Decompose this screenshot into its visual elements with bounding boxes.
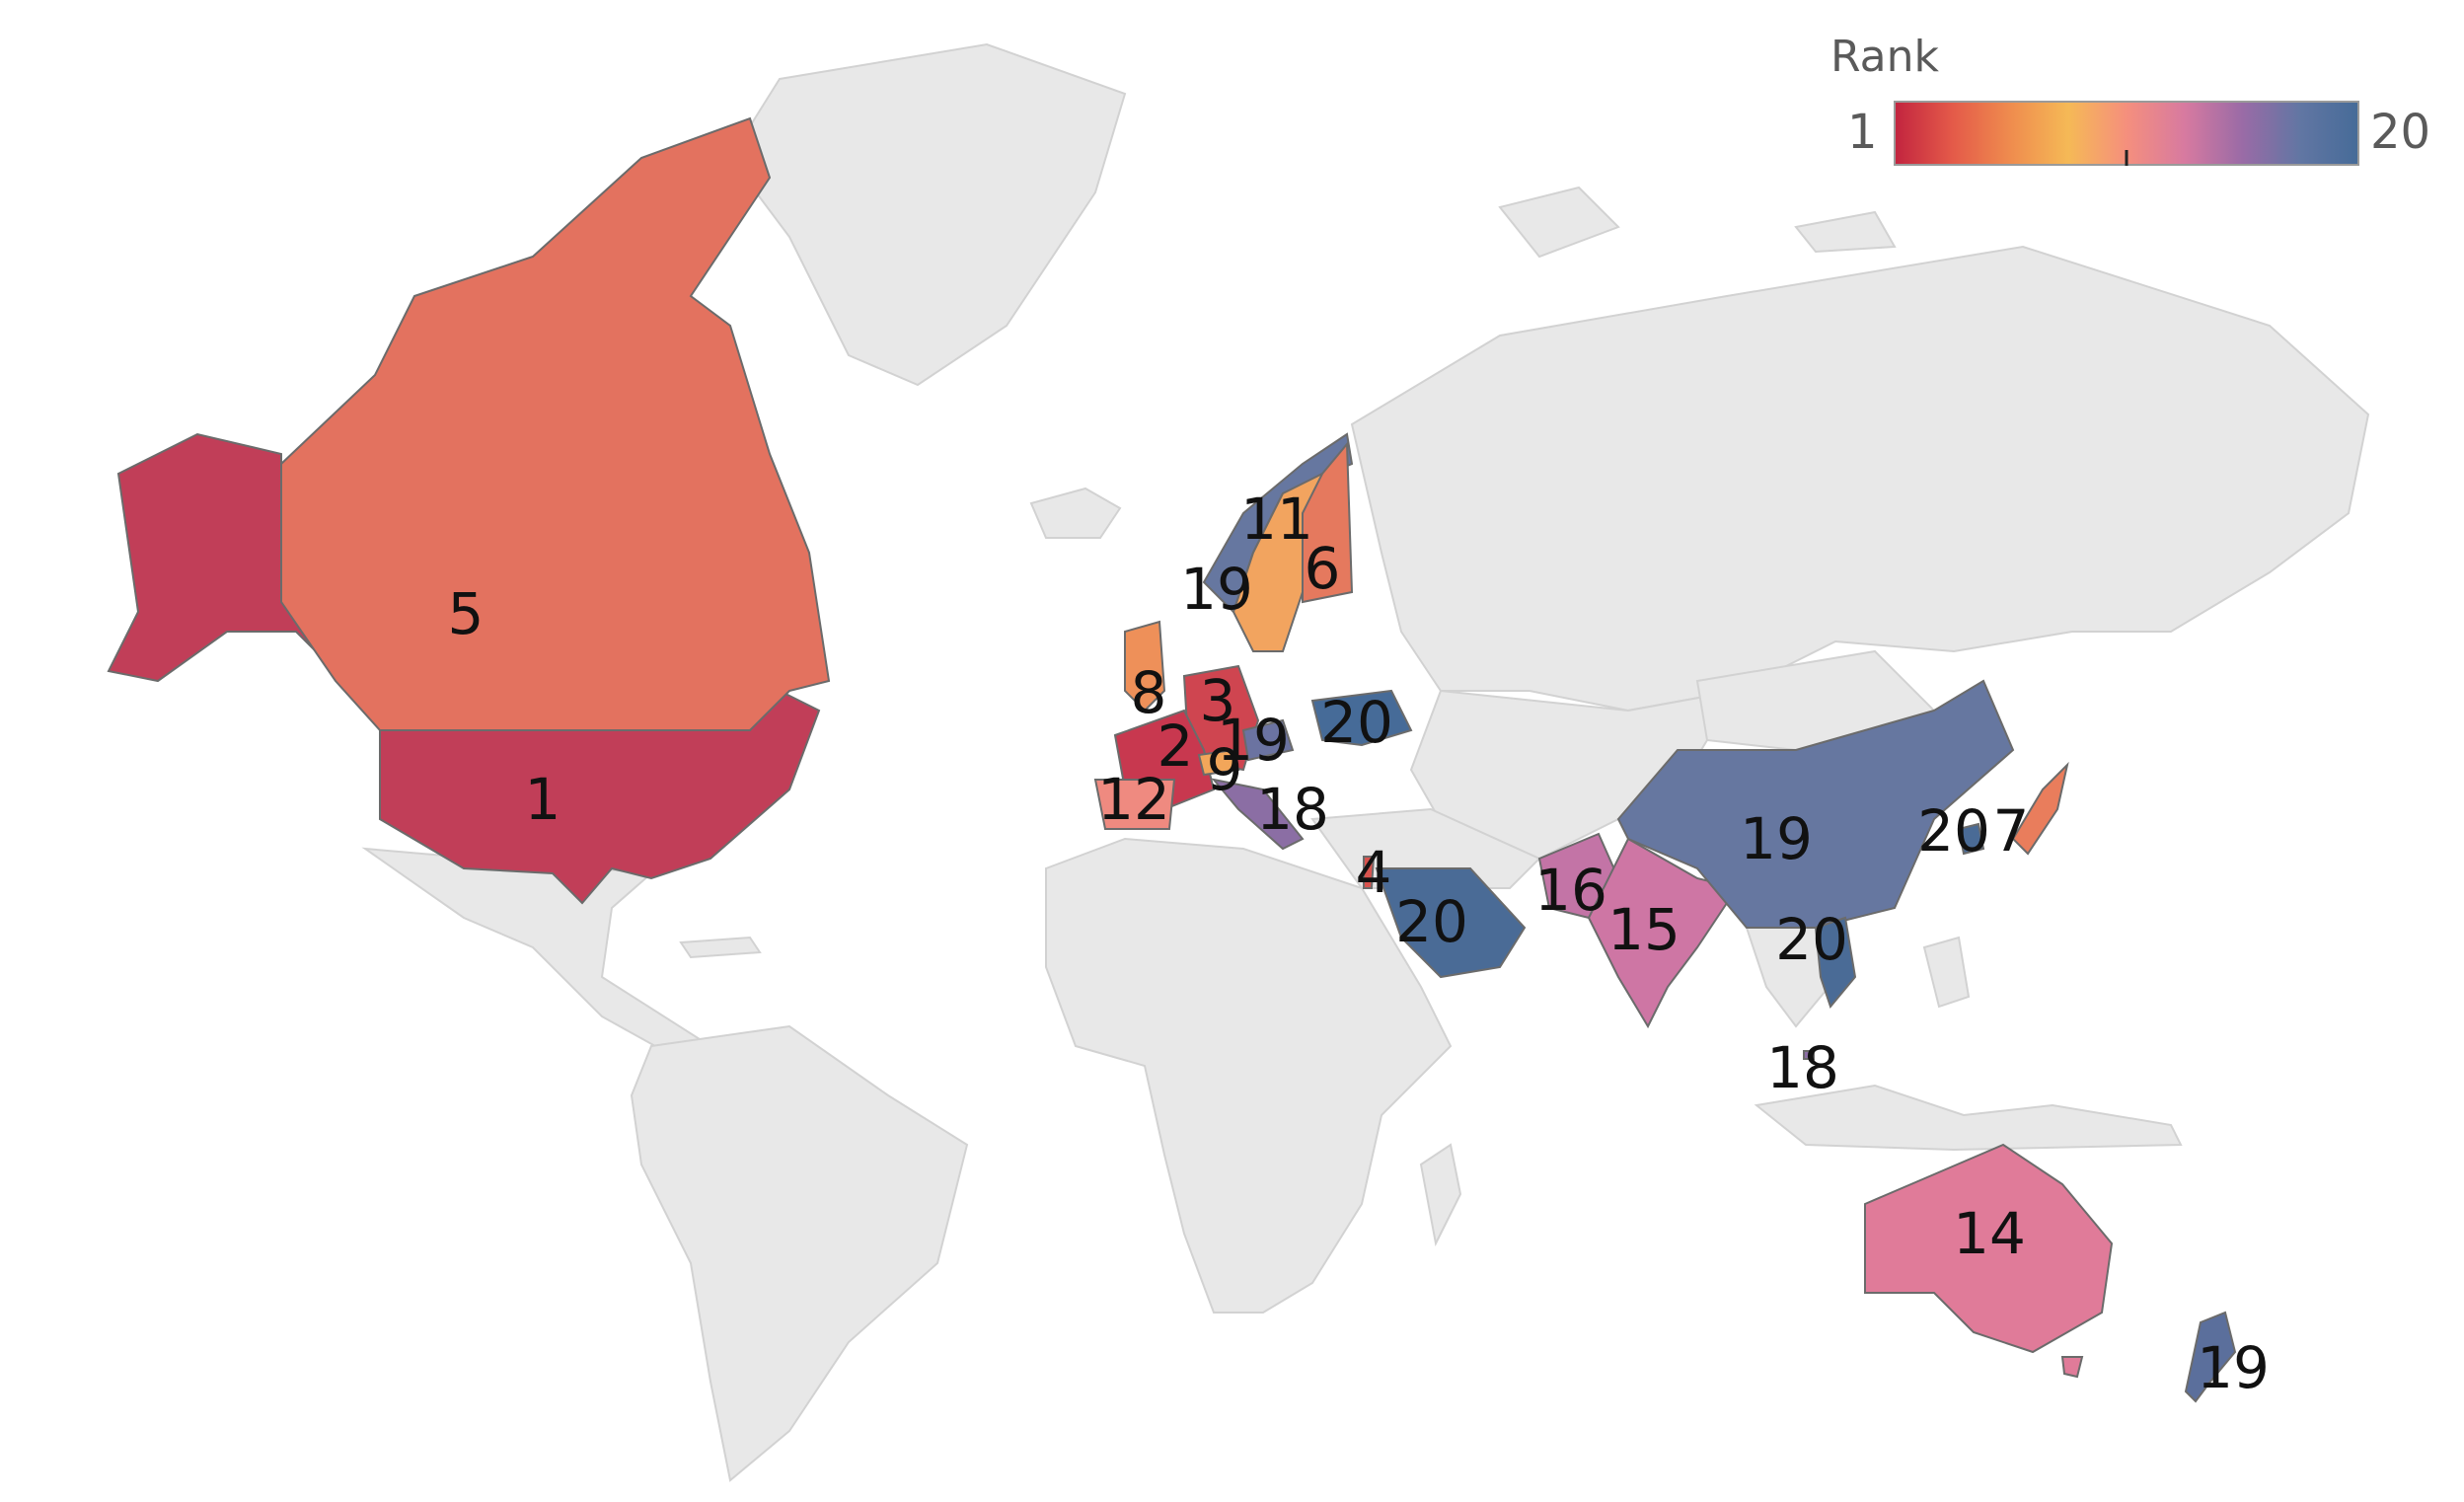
south-america: [630, 1024, 969, 1482]
rank-label-new-zealand: 19: [2197, 1334, 2270, 1401]
rank-label-israel: 4: [1356, 839, 1392, 906]
region-south-korea[interactable]: [1957, 822, 1985, 856]
region-saudi-arabia[interactable]: [1375, 867, 1527, 979]
rank-label-austria: 19: [1217, 707, 1290, 774]
rank-label-germany: 3: [1200, 667, 1236, 734]
rank-label-canada: 5: [448, 580, 485, 647]
region-china[interactable]: [1616, 679, 2015, 929]
region-uk[interactable]: [1124, 620, 1166, 713]
legend-title: Rank: [1830, 32, 1939, 82]
region-tasmania[interactable]: [2060, 1356, 2084, 1379]
rank-label-japan: 7: [1993, 797, 2030, 864]
region-switzerland[interactable]: [1197, 748, 1240, 777]
russia: [1350, 245, 2370, 713]
legend: Rank 1 20: [1830, 32, 2430, 166]
region-canada[interactable]: [280, 116, 831, 731]
region-alaska[interactable]: [107, 432, 336, 683]
russia-islands: [1498, 186, 1897, 259]
rank-label-ukraine: 20: [1320, 689, 1393, 756]
rank-label-italy: 18: [1256, 776, 1329, 843]
rank-label-pakistan: 16: [1534, 857, 1607, 924]
rank-label-finland: 6: [1305, 535, 1341, 602]
base-landmasses: [361, 42, 2370, 1482]
iceland: [1029, 487, 1122, 539]
africa: [1045, 837, 1453, 1314]
rank-label-saudi-arabia: 20: [1395, 888, 1468, 955]
ranked-regions: [107, 116, 2237, 1403]
rank-label-sweden: 11: [1240, 486, 1313, 553]
rank-label-norway: 19: [1180, 556, 1253, 623]
caribbean: [679, 936, 762, 959]
region-new-zealand[interactable]: [2184, 1311, 2237, 1403]
rank-label-france: 2: [1157, 713, 1194, 780]
region-india[interactable]: [1587, 837, 1739, 1029]
indonesia: [1754, 1084, 2183, 1152]
rank-label-singapore: 18: [1766, 1034, 1839, 1101]
region-singapore[interactable]: [1803, 1050, 1815, 1060]
mexico-central-america: [361, 847, 712, 1068]
rank-label-australia: 14: [1953, 1200, 2026, 1267]
legend-max-label: 20: [2370, 105, 2430, 160]
rank-labels: 1 5 19 11 6 8 3 2 9 19 12 18 20 4 20 16 …: [448, 486, 2270, 1401]
region-israel[interactable]: [1363, 856, 1376, 889]
legend-min-label: 1: [1847, 105, 1878, 160]
greenland: [728, 42, 1127, 387]
region-spain[interactable]: [1093, 779, 1176, 830]
rank-label-switzerland: 9: [1207, 736, 1243, 803]
rank-label-uk: 8: [1131, 659, 1167, 726]
region-vietnam[interactable]: [1814, 916, 1857, 1010]
region-finland[interactable]: [1302, 441, 1354, 604]
rank-label-india: 15: [1607, 896, 1680, 963]
region-austria[interactable]: [1241, 718, 1295, 762]
region-australia[interactable]: [1864, 1143, 2114, 1354]
rank-label-spain: 12: [1097, 766, 1170, 833]
rank-label-usa: 1: [525, 766, 561, 833]
region-italy[interactable]: [1211, 778, 1305, 851]
region-japan[interactable]: [2011, 761, 2069, 856]
rank-label-vietnam: 20: [1775, 906, 1848, 973]
rank-label-south-korea: 20: [1917, 797, 1990, 864]
rank-label-china: 19: [1740, 805, 1813, 872]
region-ukraine[interactable]: [1310, 689, 1413, 747]
madagascar: [1419, 1143, 1462, 1247]
philippines: [1922, 936, 1971, 1009]
